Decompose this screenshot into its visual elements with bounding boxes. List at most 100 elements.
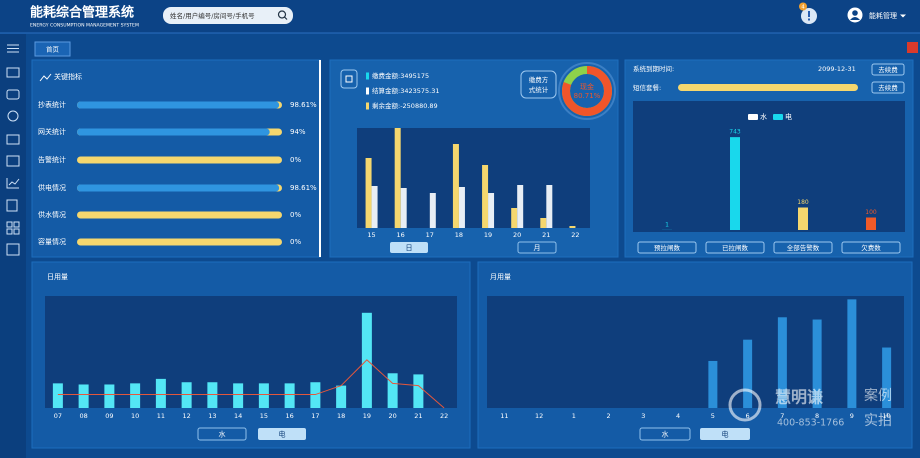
nav-icon[interactable] <box>13 228 20 235</box>
type-button-label: 电 <box>722 429 729 438</box>
data-label: 180 <box>797 199 809 206</box>
menu-icon[interactable] <box>7 44 19 53</box>
type-button-label: 电 <box>279 429 286 438</box>
nav-icon[interactable] <box>6 67 20 78</box>
category-button[interactable] <box>637 241 697 254</box>
period-button[interactable] <box>390 242 428 253</box>
bar <box>258 383 269 408</box>
bar <box>429 193 436 228</box>
x-tick-label: 6 <box>746 412 750 420</box>
bar <box>482 165 489 228</box>
avatar-body <box>850 17 860 20</box>
data-label: 743 <box>729 129 741 136</box>
bar <box>777 317 787 408</box>
category-button[interactable] <box>705 241 765 254</box>
tab[interactable] <box>34 41 71 57</box>
bar <box>284 383 295 408</box>
x-tick-label: 7 <box>780 412 784 420</box>
nav-icon[interactable] <box>6 199 18 212</box>
x-tick-label: 15 <box>367 231 375 239</box>
indicator-bar <box>77 101 280 109</box>
nav-icon[interactable] <box>6 221 13 228</box>
x-tick-label: 07 <box>54 412 62 420</box>
bar <box>546 185 553 228</box>
indicator-icon <box>39 73 52 82</box>
bar <box>387 373 398 408</box>
renew-button[interactable] <box>871 81 905 94</box>
legend-label: 剩余金额:-250880.89 <box>372 101 438 110</box>
category-label: 欠费数 <box>861 243 881 252</box>
indicator-track <box>77 238 282 246</box>
legend-swatch <box>773 114 783 120</box>
plot-area <box>357 128 590 228</box>
search-icon[interactable] <box>277 10 287 19</box>
indicator-label: 供电情况 <box>38 183 66 192</box>
x-tick-label: 8 <box>815 412 819 420</box>
x-tick-label: 3 <box>641 412 645 420</box>
indicator-value: 94% <box>290 128 306 136</box>
nav-icon[interactable] <box>13 221 20 228</box>
indicator-label: 供水情况 <box>38 210 66 219</box>
expiry-label: 系统到期时间: <box>633 64 674 73</box>
indicator-value: 0% <box>290 156 301 164</box>
nav-icon[interactable] <box>6 155 20 167</box>
x-tick-label: 10 <box>131 412 139 420</box>
close-button[interactable] <box>907 42 918 53</box>
panel-title: 日用量 <box>47 273 68 281</box>
search-box[interactable] <box>163 7 293 24</box>
x-tick-label: 21 <box>414 412 422 420</box>
data-label: 1 <box>665 221 669 228</box>
x-tick-label: 10 <box>882 412 890 420</box>
nav-icon[interactable] <box>7 110 19 122</box>
bar <box>569 226 576 228</box>
app-title: 能耗综合管理系统 <box>30 5 134 21</box>
bar <box>400 188 407 228</box>
legend-swatch <box>366 87 369 95</box>
nav-icon[interactable] <box>6 89 20 100</box>
legend-swatch <box>366 72 369 80</box>
indicator-label: 告警统计 <box>38 155 66 164</box>
x-tick-label: 16 <box>397 231 405 239</box>
bar <box>371 186 378 228</box>
bar <box>708 360 718 408</box>
app-subtitle: ENERGY CONSUMPTION MANAGEMENT SYSTEM <box>30 23 139 29</box>
icon-box-glyph <box>345 75 353 83</box>
user-dropdown[interactable] <box>900 14 906 18</box>
panel-title: 月用量 <box>490 273 511 281</box>
bar <box>517 185 524 228</box>
icon-box[interactable] <box>340 69 358 89</box>
bar <box>155 378 166 408</box>
category-label: 全部告警数 <box>787 243 820 252</box>
type-button[interactable] <box>197 427 247 441</box>
sidebar-icons <box>6 44 20 256</box>
user-name[interactable]: 能耗管理 <box>869 11 897 20</box>
category-button[interactable] <box>841 241 901 254</box>
category-button[interactable] <box>773 241 833 254</box>
nav-icon[interactable] <box>6 178 20 189</box>
type-button[interactable] <box>258 428 306 440</box>
bar <box>730 137 740 230</box>
watermark-tag: 案例 <box>864 387 892 404</box>
donut-label: 现金 <box>580 82 594 91</box>
nav-icon[interactable] <box>6 243 20 256</box>
period-button[interactable] <box>517 241 557 254</box>
x-tick-label: 16 <box>285 412 293 420</box>
nav-icon[interactable] <box>6 228 13 235</box>
type-button-label: 水 <box>662 429 669 438</box>
notification-count: 4 <box>801 4 805 10</box>
panel-title: 关键指标 <box>54 72 82 81</box>
watermark: 慧明谦 400-853-1766 案例 实拍 <box>728 387 892 429</box>
bar <box>540 218 547 228</box>
indicator-bar <box>77 184 280 192</box>
bar <box>394 128 401 228</box>
x-tick-label: 12 <box>182 412 190 420</box>
nav-icon[interactable] <box>6 134 20 145</box>
type-button[interactable] <box>639 427 691 441</box>
bar <box>882 347 892 408</box>
notification-dot <box>808 18 810 21</box>
bar <box>310 382 321 408</box>
renew-button[interactable] <box>871 63 905 76</box>
bar <box>847 299 857 408</box>
type-button[interactable] <box>700 428 750 440</box>
method-button[interactable] <box>520 70 557 99</box>
